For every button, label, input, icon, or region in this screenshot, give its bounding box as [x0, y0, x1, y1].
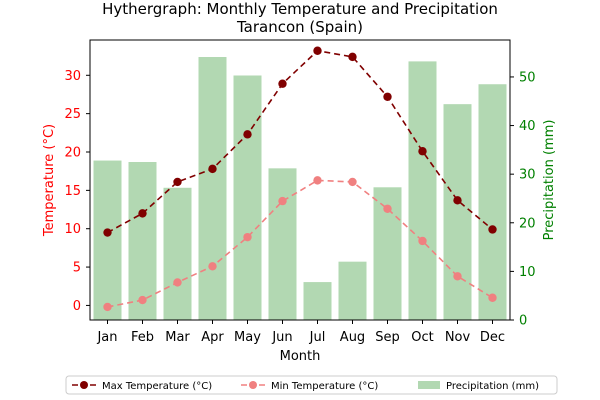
- temperature-point: [348, 52, 357, 62]
- right-y-tick-label: 50: [519, 70, 536, 85]
- temperature-point: [208, 164, 217, 174]
- precipitation-bar: [198, 57, 227, 321]
- temperature-lines: [103, 46, 497, 312]
- temperature-point: [103, 228, 112, 237]
- x-tick-label: May: [234, 330, 261, 345]
- temperature-point: [208, 262, 217, 271]
- precipitation-bar: [303, 282, 332, 320]
- x-tick-label: Nov: [445, 330, 471, 345]
- right-y-tick-label: 0: [519, 314, 527, 329]
- precipitation-bar: [128, 162, 157, 320]
- temperature-point: [488, 293, 497, 302]
- legend-label: Min Temperature (°C): [271, 381, 378, 392]
- right-y-axis: 0 10 20 30 40 50: [510, 70, 536, 329]
- legend-bar-swatch: [418, 381, 440, 389]
- left-y-axis-label: Temperature (°C): [42, 124, 57, 237]
- x-tick-label: Dec: [480, 330, 505, 345]
- precipitation-bar: [338, 261, 367, 320]
- x-tick-label: Sep: [375, 330, 400, 345]
- temperature-point: [243, 130, 252, 139]
- right-y-tick-label: 20: [519, 216, 536, 231]
- temperature-point: [313, 46, 322, 55]
- precipitation-bar: [408, 61, 437, 321]
- left-y-tick-label: 30: [64, 69, 81, 84]
- precipitation-bar: [443, 104, 472, 321]
- plot-frame: [89, 39, 511, 321]
- left-y-tick-label: 10: [64, 222, 81, 237]
- x-axis-label: Month: [280, 349, 321, 364]
- x-tick-label: Jan: [96, 330, 117, 345]
- temperature-point: [383, 204, 392, 213]
- left-y-tick-label: 25: [64, 107, 81, 122]
- temperature-point: [243, 232, 252, 242]
- temperature-point: [348, 177, 357, 187]
- x-tick-label: Jul: [309, 330, 326, 345]
- precipitation-bars: [93, 57, 507, 321]
- precipitation-bar: [268, 168, 297, 320]
- precipitation-bar: [478, 84, 507, 320]
- x-tick-label: Aug: [340, 330, 365, 345]
- legend-frame: [65, 375, 558, 395]
- x-tick-label: Mar: [165, 330, 190, 345]
- precipitation-bar: [233, 75, 262, 320]
- temperature-point: [173, 177, 182, 187]
- temperature-point: [313, 176, 322, 185]
- left-y-axis: 0 5 10 15 20 25 30: [64, 69, 90, 314]
- temperature-point: [173, 278, 182, 287]
- x-tick-label: Oct: [411, 330, 433, 345]
- right-y-tick-label: 30: [519, 168, 536, 183]
- temperature-point: [453, 196, 462, 205]
- temperature-point: [418, 236, 427, 246]
- temperature-line: [107, 179, 493, 308]
- temperature-point: [278, 196, 287, 206]
- temperature-point: [418, 147, 427, 156]
- x-tick-label: Feb: [131, 330, 154, 345]
- temperature-point: [103, 302, 112, 312]
- x-tick-label: Jun: [271, 330, 292, 345]
- left-y-tick-label: 5: [73, 261, 81, 276]
- temperature-point: [453, 272, 462, 281]
- legend-label: Max Temperature (°C): [102, 381, 212, 392]
- precipitation-bar: [93, 160, 122, 320]
- temperature-point: [138, 209, 147, 218]
- left-y-tick-label: 20: [64, 146, 81, 161]
- temperature-point: [278, 79, 287, 88]
- chart-subtitle: Tarancon (Spain): [236, 18, 363, 36]
- temperature-point: [383, 92, 392, 101]
- chart-title: Hythergraph: Monthly Temperature and Pre…: [102, 0, 498, 18]
- left-y-tick-label: 0: [73, 299, 81, 314]
- legend: Max Temperature (°C) Min Temperature (°C)…: [65, 375, 558, 395]
- right-y-axis-label: Precipitation (mm): [542, 120, 557, 241]
- temperature-point: [138, 295, 147, 305]
- legend-label: Precipitation (mm): [446, 381, 539, 392]
- x-axis: Jan Feb Mar Apr May Jun Jul Aug Sep Oct Nov Dec: [96, 320, 505, 345]
- x-tick-label: Apr: [201, 330, 224, 345]
- legend-marker: [249, 381, 257, 389]
- precipitation-bar: [163, 187, 192, 320]
- temperature-point: [488, 225, 497, 234]
- left-y-tick-label: 15: [64, 184, 81, 199]
- legend-marker: [80, 381, 88, 389]
- right-y-tick-label: 40: [519, 119, 536, 134]
- right-y-tick-label: 10: [519, 265, 536, 280]
